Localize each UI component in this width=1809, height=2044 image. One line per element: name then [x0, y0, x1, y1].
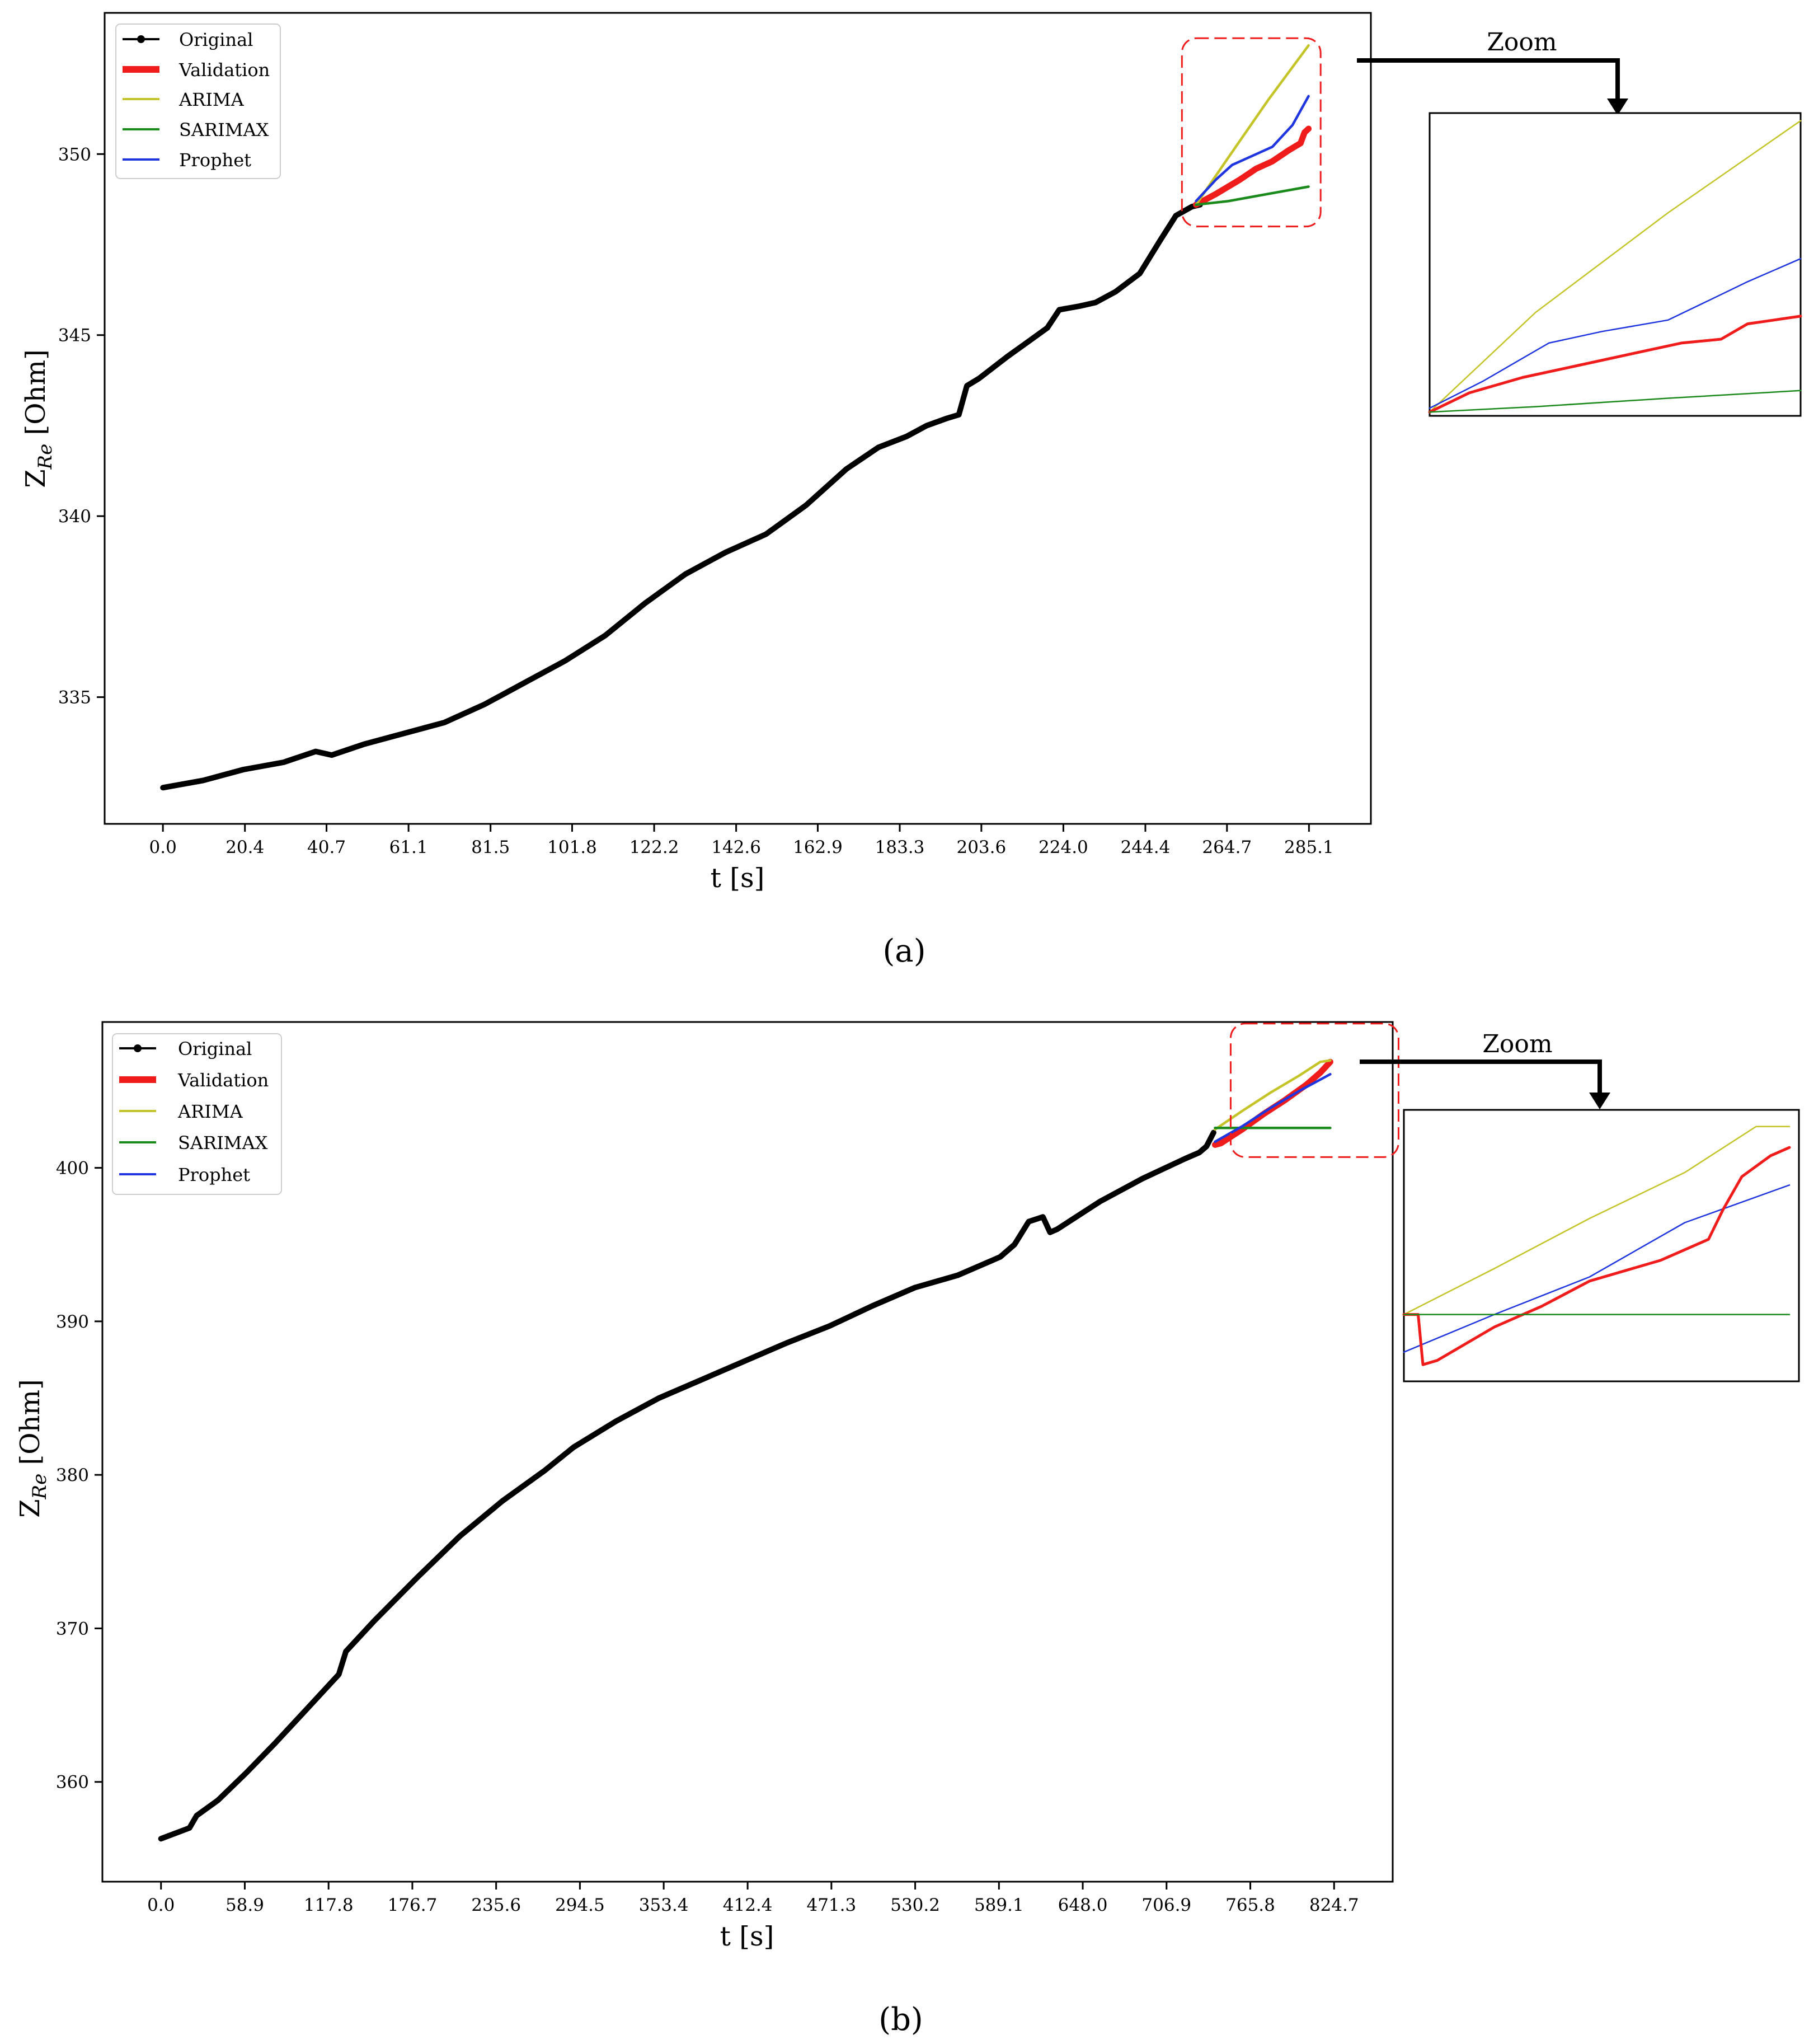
- legend-box: [112, 1033, 282, 1195]
- panel-label-a: (a): [882, 933, 925, 969]
- y-tick-label: 335: [58, 688, 91, 708]
- x-tick-label: 589.1: [974, 1895, 1024, 1915]
- legend-label-validation: Validation: [178, 59, 270, 81]
- y-tick-label: 350: [58, 144, 91, 165]
- x-tick-label: 40.7: [307, 837, 346, 857]
- x-tick-label: 412.4: [723, 1895, 773, 1915]
- legend-label-prophet: Prophet: [179, 149, 251, 171]
- x-tick-label: 824.7: [1309, 1895, 1359, 1915]
- panel-b: 0.0 58.9 117.8 176.7 235.6 294.5 353.4 412.4 471…: [15, 1021, 1800, 2038]
- legend-label-original: Original: [179, 29, 253, 50]
- series-line-original: [158, 1129, 1216, 1842]
- inset-series-line-validation: [1428, 315, 1802, 414]
- panel-a: 0.0 20.4 40.7 61.1 81.5 101.8 122.2 142.6 162.9 1…: [20, 12, 1802, 969]
- legend-label-prophet: Prophet: [178, 1164, 250, 1185]
- inset-series-line-validation: [1402, 1146, 1791, 1366]
- x-tick-label: 183.3: [875, 837, 925, 857]
- x-tick-label: 20.4: [225, 837, 264, 857]
- series-line-original: [160, 201, 1203, 791]
- zoom-inset-frame-b: [1403, 1109, 1800, 1382]
- legend-label-sarimax: SARIMAX: [179, 119, 269, 140]
- series-line-arima: [1214, 1059, 1332, 1131]
- legend-label-validation: Validation: [177, 1070, 269, 1091]
- x-tick-label: 648.0: [1058, 1895, 1108, 1915]
- x-tick-label: 235.6: [471, 1895, 521, 1915]
- y-tick-label: 345: [58, 326, 91, 346]
- x-ticks-a: 0.0 20.4 40.7 61.1 81.5 101.8 122.2 142.6 162.9 1…: [149, 824, 1334, 857]
- y-axis-label-b: ZRe [Ohm]: [15, 1379, 51, 1518]
- x-tick-label: 176.7: [388, 1895, 438, 1915]
- legend-label-original: Original: [178, 1038, 252, 1059]
- series-line-prophet: [1214, 1073, 1332, 1143]
- x-tick-label: 353.4: [639, 1895, 689, 1915]
- x-tick-label: 142.6: [711, 837, 761, 857]
- x-axis-label-b: t [s]: [720, 1921, 774, 1952]
- x-tick-label: 101.8: [547, 837, 597, 857]
- x-tick-label: 224.0: [1039, 837, 1088, 857]
- legend-marker-original: [137, 35, 145, 43]
- zoom-label-b: Zoom: [1482, 1030, 1552, 1058]
- zoom-label-a: Zoom: [1487, 28, 1557, 57]
- y-tick-label: 370: [56, 1619, 89, 1639]
- inset-series-line-arima: [1403, 1126, 1791, 1315]
- inset-series-line-prophet: [1403, 1184, 1791, 1353]
- x-ticks-b: 0.0 58.9 117.8 176.7 235.6 294.5 353.4 412.4 471…: [147, 1882, 1359, 1915]
- legend-a: Original Validation ARIMA SARIMAX Prophe…: [115, 24, 281, 179]
- x-tick-label: 244.4: [1121, 837, 1171, 857]
- zoom-connector-arrow-a: [1357, 58, 1620, 105]
- x-tick-label: 122.2: [629, 837, 679, 857]
- x-tick-label: 0.0: [147, 1895, 175, 1915]
- x-tick-label: 706.9: [1141, 1895, 1191, 1915]
- x-tick-label: 264.7: [1202, 837, 1252, 857]
- y-ticks-b: 360 370 380 390 400: [56, 1159, 102, 1793]
- legend-marker-original: [134, 1044, 142, 1052]
- series-line-validation: [1193, 125, 1312, 208]
- x-tick-label: 0.0: [149, 837, 177, 857]
- inset-series-line-sarimax: [1429, 390, 1802, 413]
- zoom-arrowhead-b: [1589, 1093, 1610, 1109]
- x-tick-label: 117.8: [304, 1895, 354, 1915]
- y-axis-label-a: ZRe [Ohm]: [20, 349, 57, 488]
- x-tick-label: 162.9: [793, 837, 843, 857]
- zoom-connector-arrow-b: [1360, 1059, 1602, 1098]
- zoom-region-box-a: [1181, 37, 1322, 228]
- x-axis-label-a: t [s]: [711, 862, 765, 894]
- plot-area-b: [101, 1021, 1394, 1883]
- legend-label-sarimax: SARIMAX: [178, 1132, 268, 1154]
- x-tick-label: 61.1: [389, 837, 428, 857]
- x-tick-label: 294.5: [555, 1895, 605, 1915]
- y-ticks-a: 335 340 345 350: [58, 144, 105, 708]
- legend-label-arima: ARIMA: [178, 89, 245, 110]
- y-tick-label: 400: [56, 1159, 89, 1179]
- plot-area-a: [104, 12, 1372, 825]
- zoom-arrowhead-a: [1607, 99, 1628, 115]
- y-tick-label: 380: [56, 1465, 89, 1485]
- series-group-a: [160, 44, 1312, 791]
- inset-series-line-arima: [1429, 120, 1802, 413]
- y-tick-label: 360: [56, 1773, 89, 1793]
- x-tick-label: 530.2: [890, 1895, 940, 1915]
- zoom-inset-series-b: [1402, 1126, 1791, 1366]
- legend-box: [115, 24, 281, 179]
- series-group-b: [158, 1058, 1333, 1842]
- y-tick-label: 390: [56, 1312, 89, 1332]
- legend-b: Original Validation ARIMA SARIMAX Prophe…: [112, 1033, 282, 1195]
- inset-series-line-prophet: [1429, 257, 1802, 409]
- zoom-region-box-b: [1229, 1023, 1399, 1158]
- x-tick-label: 58.9: [225, 1895, 264, 1915]
- x-tick-label: 203.6: [956, 837, 1006, 857]
- x-tick-label: 765.8: [1225, 1895, 1275, 1915]
- y-tick-label: 340: [58, 507, 91, 527]
- series-line-sarimax: [1195, 185, 1310, 207]
- x-tick-label: 81.5: [471, 837, 510, 857]
- legend-label-arima: ARIMA: [177, 1101, 243, 1122]
- x-tick-label: 471.3: [806, 1895, 856, 1915]
- series-line-arima: [1195, 44, 1310, 207]
- zoom-inset-frame-a: [1429, 112, 1802, 417]
- zoom-inset-series-a: [1428, 120, 1802, 414]
- series-line-prophet: [1195, 95, 1310, 203]
- x-tick-label: 285.1: [1284, 837, 1334, 857]
- panel-label-b: (b): [878, 2001, 923, 2038]
